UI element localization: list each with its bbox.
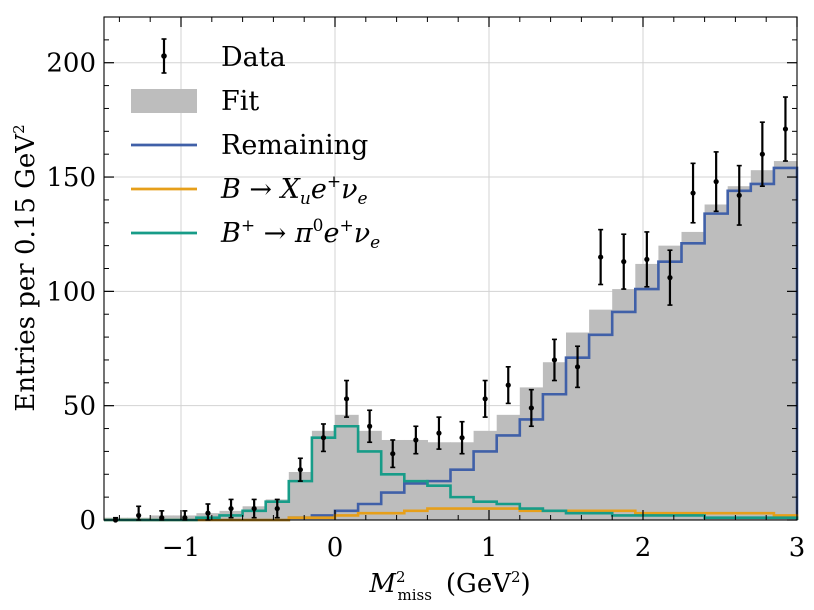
data-point <box>436 416 442 450</box>
legend-fit-swatch <box>131 89 197 113</box>
data-point <box>251 498 257 519</box>
fit-bar <box>288 471 313 520</box>
data-point <box>413 425 419 455</box>
legend-label: B → Xue+νe <box>220 172 368 209</box>
fit-bar <box>750 170 775 520</box>
legend-item: Data <box>161 38 286 74</box>
data-point <box>528 388 534 428</box>
data-point <box>690 162 696 224</box>
fit-bar <box>681 231 706 520</box>
data-point <box>505 366 511 405</box>
data-point <box>367 409 373 444</box>
fit-bar <box>473 430 498 520</box>
data-point <box>574 345 581 389</box>
data-point <box>459 420 465 455</box>
data-point <box>551 338 558 382</box>
data-point <box>759 121 765 187</box>
data-point <box>228 498 234 519</box>
data-point <box>621 233 627 290</box>
fit-bar <box>542 362 567 520</box>
data-point <box>482 379 488 418</box>
data-point <box>736 164 742 226</box>
fit-bar <box>612 289 636 520</box>
x-axis-label: M2 miss (GeV2) <box>368 568 530 604</box>
data-point <box>274 498 280 519</box>
y-axis-label: Entries per 0.15 GeV2 <box>10 124 41 411</box>
fit-bar <box>773 161 798 521</box>
fit-bar <box>496 414 521 520</box>
legend-item: Remaining <box>131 130 368 161</box>
fit-bar <box>381 439 405 520</box>
fit-bar <box>589 309 613 520</box>
data-point <box>343 379 350 418</box>
legend-item: B → Xue+νe <box>131 172 368 209</box>
legend-label: Data <box>221 42 286 73</box>
data-point <box>713 151 719 213</box>
fit-bar <box>635 263 659 520</box>
y-tick-label: 100 <box>46 277 96 307</box>
x-tick-label: 0 <box>327 533 344 563</box>
data-point <box>320 423 327 453</box>
fit-bar <box>658 245 683 521</box>
x-tick-label: 1 <box>481 533 498 563</box>
fit-bar <box>704 204 729 520</box>
fit-bar <box>727 186 752 520</box>
data-point <box>297 457 303 482</box>
legend-item: B+ → π0e+νe <box>131 216 380 253</box>
data-point <box>782 96 789 162</box>
b-to-pi0-e-nu-line <box>104 424 799 522</box>
data-point <box>644 231 650 288</box>
y-tick-label: 150 <box>46 163 96 193</box>
x-tick-label: −1 <box>162 533 200 563</box>
x-tick-label: 3 <box>789 533 806 563</box>
legend-item: Fit <box>131 86 259 117</box>
fit-bar <box>311 430 336 520</box>
data-point <box>598 228 604 286</box>
y-tick-label: 50 <box>63 392 96 422</box>
data-point <box>390 439 396 469</box>
fit-bar <box>450 442 475 520</box>
y-tick-label: 200 <box>46 49 96 79</box>
fit-bar <box>358 430 382 520</box>
legend-label: B+ → π0e+νe <box>220 216 380 253</box>
y-tick-label: 0 <box>79 506 96 536</box>
fit-bar <box>335 414 359 520</box>
legend-label: Fit <box>221 86 259 117</box>
x-tick-label: 2 <box>635 533 652 563</box>
data-point <box>667 249 673 306</box>
legend-label: Remaining <box>221 130 368 161</box>
fit-bar <box>566 332 590 520</box>
